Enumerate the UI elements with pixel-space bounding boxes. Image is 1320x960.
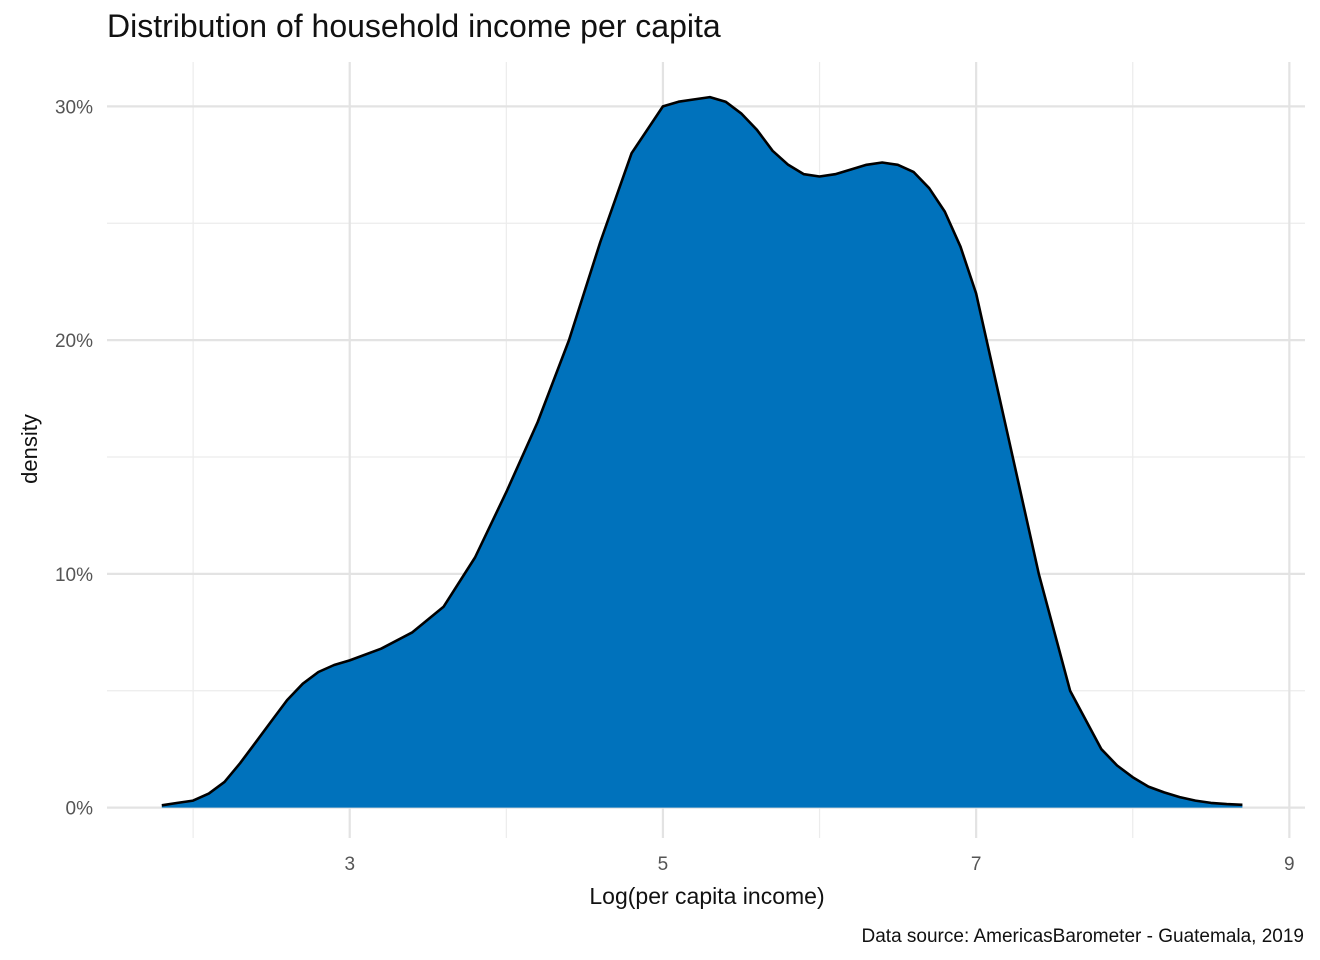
tick-labels: 3 5 7 9 0% 10% 20% 30% — [55, 97, 1295, 875]
y-tick-label-2: 20% — [55, 331, 93, 352]
y-tick-label-1: 10% — [55, 565, 93, 586]
y-tick-label-3: 30% — [55, 97, 93, 118]
y-axis-title: density — [17, 414, 42, 484]
x-tick-label-2: 7 — [971, 854, 982, 875]
x-tick-label-3: 9 — [1284, 854, 1295, 875]
x-tick-label-1: 5 — [658, 854, 669, 875]
x-tick-label-0: 3 — [344, 854, 355, 875]
data-source-caption: Data source: AmericasBarometer - Guatema… — [862, 926, 1304, 947]
density-curve — [161, 95, 1243, 807]
chart-title: Distribution of household income per cap… — [107, 8, 721, 44]
density-area-fill — [161, 97, 1243, 808]
y-tick-label-0: 0% — [66, 799, 94, 820]
plot-area — [161, 95, 1243, 808]
x-axis-title: Log(per capita income) — [589, 883, 824, 909]
